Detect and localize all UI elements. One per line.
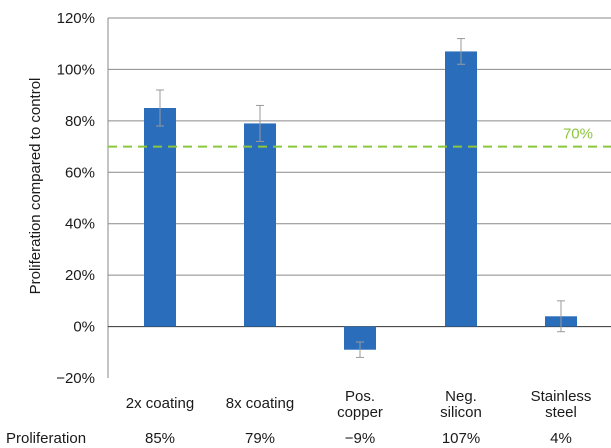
category-label: Neg. [445,388,477,405]
y-tick-label: 20% [65,267,95,284]
data-row-label: Proliferation [6,430,86,447]
category-label: silicon [440,404,482,421]
data-row-value: 79% [245,430,275,447]
bars [144,51,577,350]
category-label: Stainless [531,388,592,405]
y-tick-label: −20% [56,370,95,387]
bar-1 [244,123,276,327]
y-axis-ticks: −20% 0% 20% 40% 60% 80% 100% 120% [56,10,95,387]
y-tick-label: 60% [65,164,95,181]
bar-0 [144,108,176,327]
gridlines [107,17,611,378]
category-label: 8x coating [226,395,294,412]
y-tick-label: 80% [65,113,95,130]
bar-3 [445,51,477,327]
data-row-value: 107% [442,430,480,447]
reference-line-label: 70% [563,126,593,143]
x-axis-categories: 2x coating 8x coating Pos.copper Neg.silico… [126,388,592,421]
y-tick-label: 0% [73,319,95,336]
bar-2 [344,326,376,350]
data-row-value: 85% [145,430,175,447]
y-axis-label: Proliferation compared to control [27,78,44,295]
category-label: steel [545,404,577,421]
y-tick-label: 40% [65,216,95,233]
y-tick-label: 100% [57,61,95,78]
data-row-value: 4% [550,430,572,447]
category-label: 2x coating [126,395,194,412]
category-label: copper [337,404,383,421]
y-tick-label: 120% [57,10,95,27]
data-row-value: −9% [345,430,375,447]
error-bars [156,38,565,358]
data-row-values: 85% 79% −9% 107% 4% [145,430,572,447]
category-label: Pos. [345,388,375,405]
reference-line: 70% [108,126,611,148]
